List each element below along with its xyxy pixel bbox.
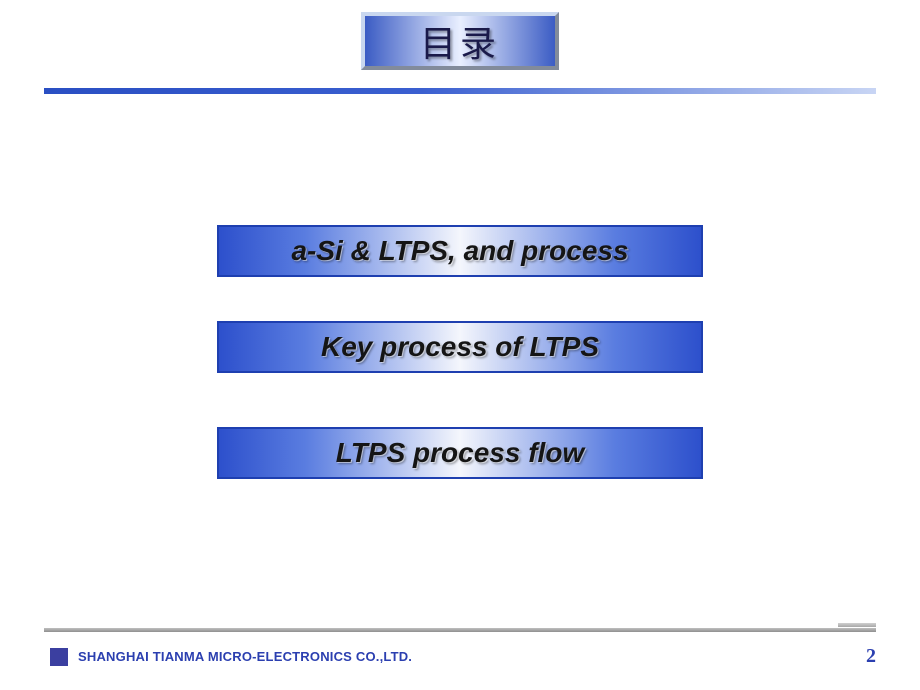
slide: 目录 a-Si & LTPS, and process Key process … xyxy=(0,0,920,690)
toc-item-1: a-Si & LTPS, and process xyxy=(217,225,703,277)
toc-item-2-label: Key process of LTPS xyxy=(321,331,599,363)
toc-item-3: LTPS process flow xyxy=(217,427,703,479)
top-divider xyxy=(44,88,876,94)
title-box: 目录 xyxy=(361,12,559,70)
title-text: 目录 xyxy=(420,15,500,67)
footer-company: SHANGHAI TIANMA MICRO-ELECTRONICS CO.,LT… xyxy=(78,649,412,664)
toc-item-2: Key process of LTPS xyxy=(217,321,703,373)
toc-item-3-label: LTPS process flow xyxy=(336,437,584,469)
bottom-divider xyxy=(44,628,876,632)
toc-item-1-label: a-Si & LTPS, and process xyxy=(291,235,628,267)
page-number: 2 xyxy=(866,645,876,668)
footer-logo-mark xyxy=(50,648,68,666)
